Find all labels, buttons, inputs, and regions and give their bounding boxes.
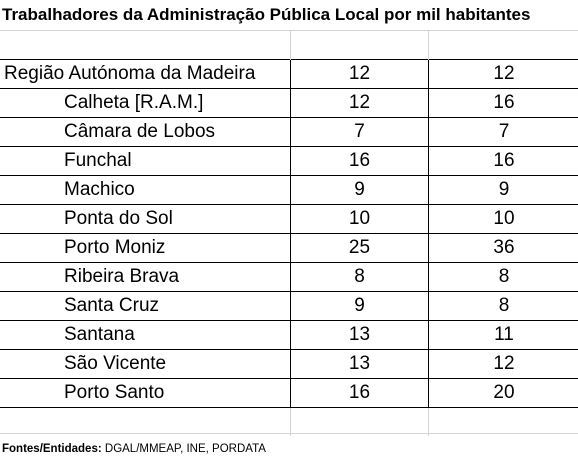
empty-cell[interactable] (0, 407, 291, 436)
value-cell-1[interactable]: 13 (290, 349, 429, 379)
empty-row (0, 30, 578, 60)
value-cell-1[interactable]: 7 (290, 117, 429, 147)
table-row: Machico 9 9 (0, 175, 578, 205)
value-cell-2[interactable]: 8 (428, 262, 578, 292)
table-row: Santana 13 11 (0, 320, 578, 350)
value-cell-2[interactable]: 10 (428, 204, 578, 234)
row-label: Região Autónoma da Madeira (4, 63, 256, 84)
row-label: Ribeira Brava (64, 266, 180, 287)
table-row: Ponta do Sol 10 10 (0, 204, 578, 234)
row-label: Santa Cruz (64, 295, 160, 316)
value-cell-1[interactable]: 16 (290, 378, 429, 408)
row-label-cell[interactable]: Machico (0, 175, 291, 205)
value-cell-2[interactable]: 12 (428, 59, 578, 89)
value-cell-2[interactable]: 9 (428, 175, 578, 205)
row-label-cell[interactable]: Santa Cruz (0, 291, 291, 321)
value-cell-2[interactable]: 16 (428, 88, 578, 118)
empty-cell[interactable] (290, 407, 429, 436)
row-label-cell[interactable]: Ponta do Sol (0, 204, 291, 234)
value-cell-1[interactable]: 25 (290, 233, 429, 263)
row-label: Calheta [R.A.M.] (64, 92, 204, 113)
sources-label: Fontes/Entidades: (2, 443, 102, 455)
row-label: Santana (64, 324, 135, 345)
value-cell-1[interactable]: 10 (290, 204, 429, 234)
data-table: Região Autónoma da Madeira 12 12 Calheta [R… (0, 30, 578, 436)
row-label: Machico (64, 179, 135, 200)
empty-row (0, 407, 578, 436)
row-label-cell[interactable]: Região Autónoma da Madeira (0, 59, 291, 89)
empty-cell[interactable] (290, 30, 429, 60)
row-label: Porto Moniz (64, 237, 166, 258)
value-cell-1[interactable]: 12 (290, 88, 429, 118)
value-cell-2[interactable]: 20 (428, 378, 578, 408)
row-label: Câmara de Lobos (64, 121, 216, 142)
row-label: Ponta do Sol (64, 208, 173, 229)
row-label-cell[interactable]: São Vicente (0, 349, 291, 379)
grid-line (0, 433, 578, 434)
table-title: Trabalhadores da Administração Pública L… (2, 5, 531, 24)
table-row: Região Autónoma da Madeira 12 12 (0, 59, 578, 89)
value-cell-2[interactable]: 7 (428, 117, 578, 147)
table-row: Calheta [R.A.M.] 12 16 (0, 88, 578, 118)
value-cell-2[interactable]: 8 (428, 291, 578, 321)
value-cell-1[interactable]: 8 (290, 262, 429, 292)
row-label: São Vicente (64, 353, 167, 374)
table-row: Ribeira Brava 8 8 (0, 262, 578, 292)
row-label: Porto Santo (64, 382, 165, 403)
table-row: Câmara de Lobos 7 7 (0, 117, 578, 147)
row-label-cell[interactable]: Funchal (0, 146, 291, 176)
empty-cell[interactable] (428, 30, 578, 60)
value-cell-1[interactable]: 9 (290, 175, 429, 205)
row-label-cell[interactable]: Santana (0, 320, 291, 350)
sources-footer: Fontes/Entidades: DGAL/MMEAP, INE, PORDA… (2, 438, 266, 460)
value-cell-1[interactable]: 13 (290, 320, 429, 350)
row-label-cell[interactable]: Porto Santo (0, 378, 291, 408)
value-cell-2[interactable]: 16 (428, 146, 578, 176)
row-label-cell[interactable]: Calheta [R.A.M.] (0, 88, 291, 118)
sources-text: DGAL/MMEAP, INE, PORDATA (101, 443, 266, 455)
value-cell-2[interactable]: 36 (428, 233, 578, 263)
row-label: Funchal (64, 150, 132, 171)
table-row: Santa Cruz 9 8 (0, 291, 578, 321)
table-row: Funchal 16 16 (0, 146, 578, 176)
empty-cell[interactable] (428, 407, 578, 436)
row-label-cell[interactable]: Porto Moniz (0, 233, 291, 263)
value-cell-2[interactable]: 12 (428, 349, 578, 379)
value-cell-1[interactable]: 9 (290, 291, 429, 321)
row-label-cell[interactable]: Câmara de Lobos (0, 117, 291, 147)
empty-cell[interactable] (0, 30, 291, 60)
value-cell-1[interactable]: 16 (290, 146, 429, 176)
table-row: Porto Santo 16 20 (0, 378, 578, 408)
value-cell-2[interactable]: 11 (428, 320, 578, 350)
row-label-cell[interactable]: Ribeira Brava (0, 262, 291, 292)
table-row: São Vicente 13 12 (0, 349, 578, 379)
value-cell-1[interactable]: 12 (290, 59, 429, 89)
table-row: Porto Moniz 25 36 (0, 233, 578, 263)
